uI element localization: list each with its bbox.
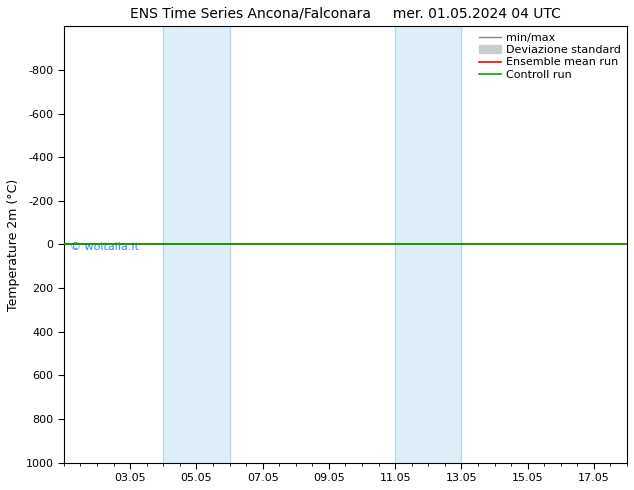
Legend: min/max, Deviazione standard, Ensemble mean run, Controll run: min/max, Deviazione standard, Ensemble m… bbox=[474, 28, 625, 84]
Text: © woitalia.it: © woitalia.it bbox=[70, 242, 139, 252]
Bar bbox=[164, 26, 230, 463]
Y-axis label: Temperature 2m (°C): Temperature 2m (°C) bbox=[7, 178, 20, 311]
Title: ENS Time Series Ancona/Falconara     mer. 01.05.2024 04 UTC: ENS Time Series Ancona/Falconara mer. 01… bbox=[130, 7, 561, 21]
Bar bbox=[395, 26, 462, 463]
